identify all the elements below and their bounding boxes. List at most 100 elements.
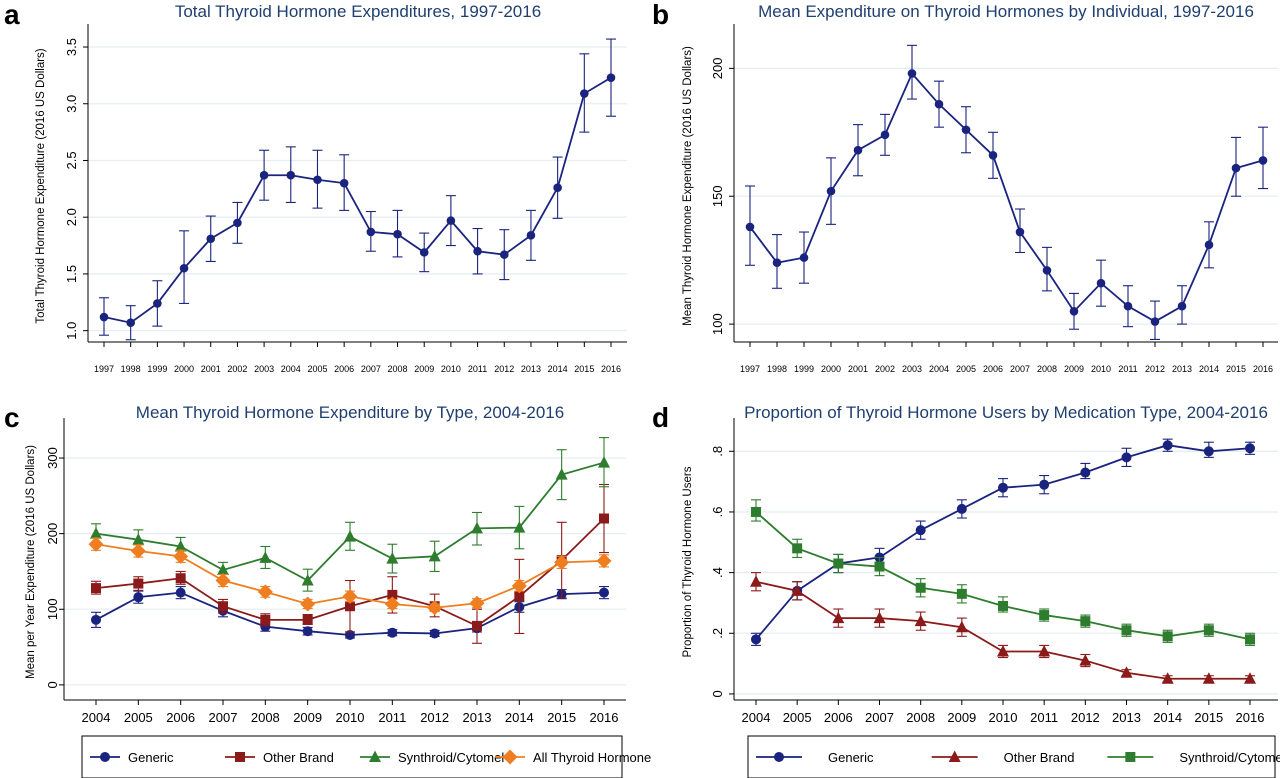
- legend-c: Generic Other Brand Synthroid/Cytomel All T…: [81, 735, 651, 778]
- x-tick-label: 2008: [251, 710, 280, 725]
- data-point: [91, 583, 101, 594]
- data-point: [175, 573, 186, 584]
- y-tick-label: 100: [45, 598, 60, 620]
- data-point: [473, 246, 482, 256]
- data-point: [1162, 631, 1173, 642]
- y-axis-label: Mean Thyroid Hormone Expenditure (2016 U…: [682, 46, 694, 326]
- y-axis-label: Proportion of Thyroid Hormone Users: [682, 466, 694, 657]
- panel-label: d: [652, 402, 669, 433]
- data-point: [1038, 644, 1051, 657]
- x-tick-label: 2016: [590, 710, 619, 725]
- data-point: [799, 253, 809, 262]
- data-point: [471, 521, 483, 534]
- data-point: [1039, 479, 1050, 490]
- data-point: [1080, 616, 1091, 627]
- x-tick-label: 2004: [82, 710, 111, 725]
- x-tick-label: 2005: [307, 364, 327, 374]
- x-tick-label: 2013: [1172, 364, 1192, 374]
- series-generic: [751, 438, 1255, 646]
- y-tick-label: 3.5: [64, 38, 79, 56]
- data-point: [259, 170, 269, 180]
- data-point: [428, 549, 441, 562]
- data-point: [499, 250, 509, 259]
- legend-marker: [369, 750, 381, 762]
- data-point: [1042, 266, 1052, 275]
- panel-label: c: [4, 402, 20, 433]
- data-point: [1080, 467, 1091, 478]
- x-tick-label: 2015: [574, 364, 594, 374]
- x-tick-label: 2015: [1226, 364, 1246, 374]
- data-point: [175, 587, 186, 598]
- legend-label: Other Brand: [1004, 750, 1075, 765]
- x-tick-label: 2012: [1145, 364, 1165, 374]
- panel-label: a: [4, 0, 20, 30]
- data-point: [259, 551, 272, 563]
- series-line: [103, 76, 612, 324]
- y-axis-label: Total Thyroid Hormone Expenditure (2016 …: [35, 48, 47, 323]
- legend-marker: [1125, 752, 1136, 762]
- data-point: [286, 170, 296, 180]
- series-synthroid-cytomel: [751, 499, 1255, 646]
- data-point: [1069, 307, 1079, 316]
- data-point: [833, 558, 844, 569]
- data-point: [873, 611, 886, 624]
- series-synthroid-cytomel: [90, 437, 610, 592]
- x-tick-label: 2011: [1118, 364, 1137, 374]
- data-point: [300, 596, 316, 612]
- y-tick-label: 2.5: [64, 151, 79, 169]
- data-point: [342, 588, 358, 604]
- x-tick-label: 2005: [956, 364, 976, 374]
- chart-title: Proportion of Thyroid Hormone Users by M…: [744, 403, 1268, 422]
- data-point: [302, 626, 313, 637]
- x-tick-label: 2011: [468, 364, 487, 374]
- data-point: [961, 125, 971, 135]
- legend-label: Other Brand: [263, 750, 334, 765]
- data-point: [955, 620, 968, 633]
- data-point: [997, 644, 1009, 657]
- data-point: [1121, 452, 1132, 463]
- x-tick-label: 2010: [441, 364, 461, 374]
- series-line: [755, 580, 1250, 680]
- x-tick-label: 2004: [742, 710, 771, 725]
- legend-box: [747, 735, 1276, 778]
- legend-marker: [235, 752, 245, 762]
- y-tick-label: .4: [710, 567, 725, 578]
- data-point: [751, 634, 761, 645]
- data-point: [393, 229, 402, 239]
- y-tick-label: 1.5: [64, 265, 79, 283]
- data-point: [99, 312, 109, 322]
- data-point: [344, 530, 356, 542]
- x-tick-label: 2008: [388, 364, 408, 374]
- data-point: [914, 614, 927, 627]
- data-point: [1244, 672, 1256, 684]
- x-tick-label: 2011: [378, 710, 406, 725]
- x-tick-label: 2009: [414, 364, 434, 374]
- data-point: [174, 539, 187, 552]
- series-line: [755, 511, 1251, 641]
- x-tick-label: 2001: [848, 364, 868, 374]
- series-other-brand: [91, 483, 609, 644]
- x-tick-label: 2007: [361, 364, 381, 374]
- data-point: [446, 216, 456, 225]
- chart-panel-b: 100 150 200 1997 1998 1999 2000 2001 2002 2003 200…: [652, 0, 1278, 374]
- series-other-brand: [750, 572, 1256, 684]
- data-point: [133, 592, 144, 603]
- data-point: [1121, 625, 1132, 636]
- data-point: [206, 234, 216, 244]
- x-tick-label: 2007: [865, 710, 894, 725]
- x-tick-label: 1999: [794, 364, 814, 374]
- data-point: [599, 587, 609, 598]
- x-tick-label: 2015: [547, 710, 576, 725]
- data-point: [386, 552, 399, 564]
- data-point: [153, 299, 162, 308]
- x-tick-label: 2001: [201, 364, 221, 374]
- data-point: [1039, 610, 1050, 621]
- chart-title: Total Thyroid Hormone Expenditures, 1997…: [175, 2, 541, 21]
- x-tick-label: 2010: [1091, 364, 1111, 374]
- data-point: [387, 589, 398, 600]
- data-point: [217, 563, 229, 575]
- data-point: [1245, 443, 1255, 454]
- x-tick-label: 2014: [1153, 710, 1182, 725]
- data-point: [915, 582, 926, 593]
- data-point: [173, 548, 189, 564]
